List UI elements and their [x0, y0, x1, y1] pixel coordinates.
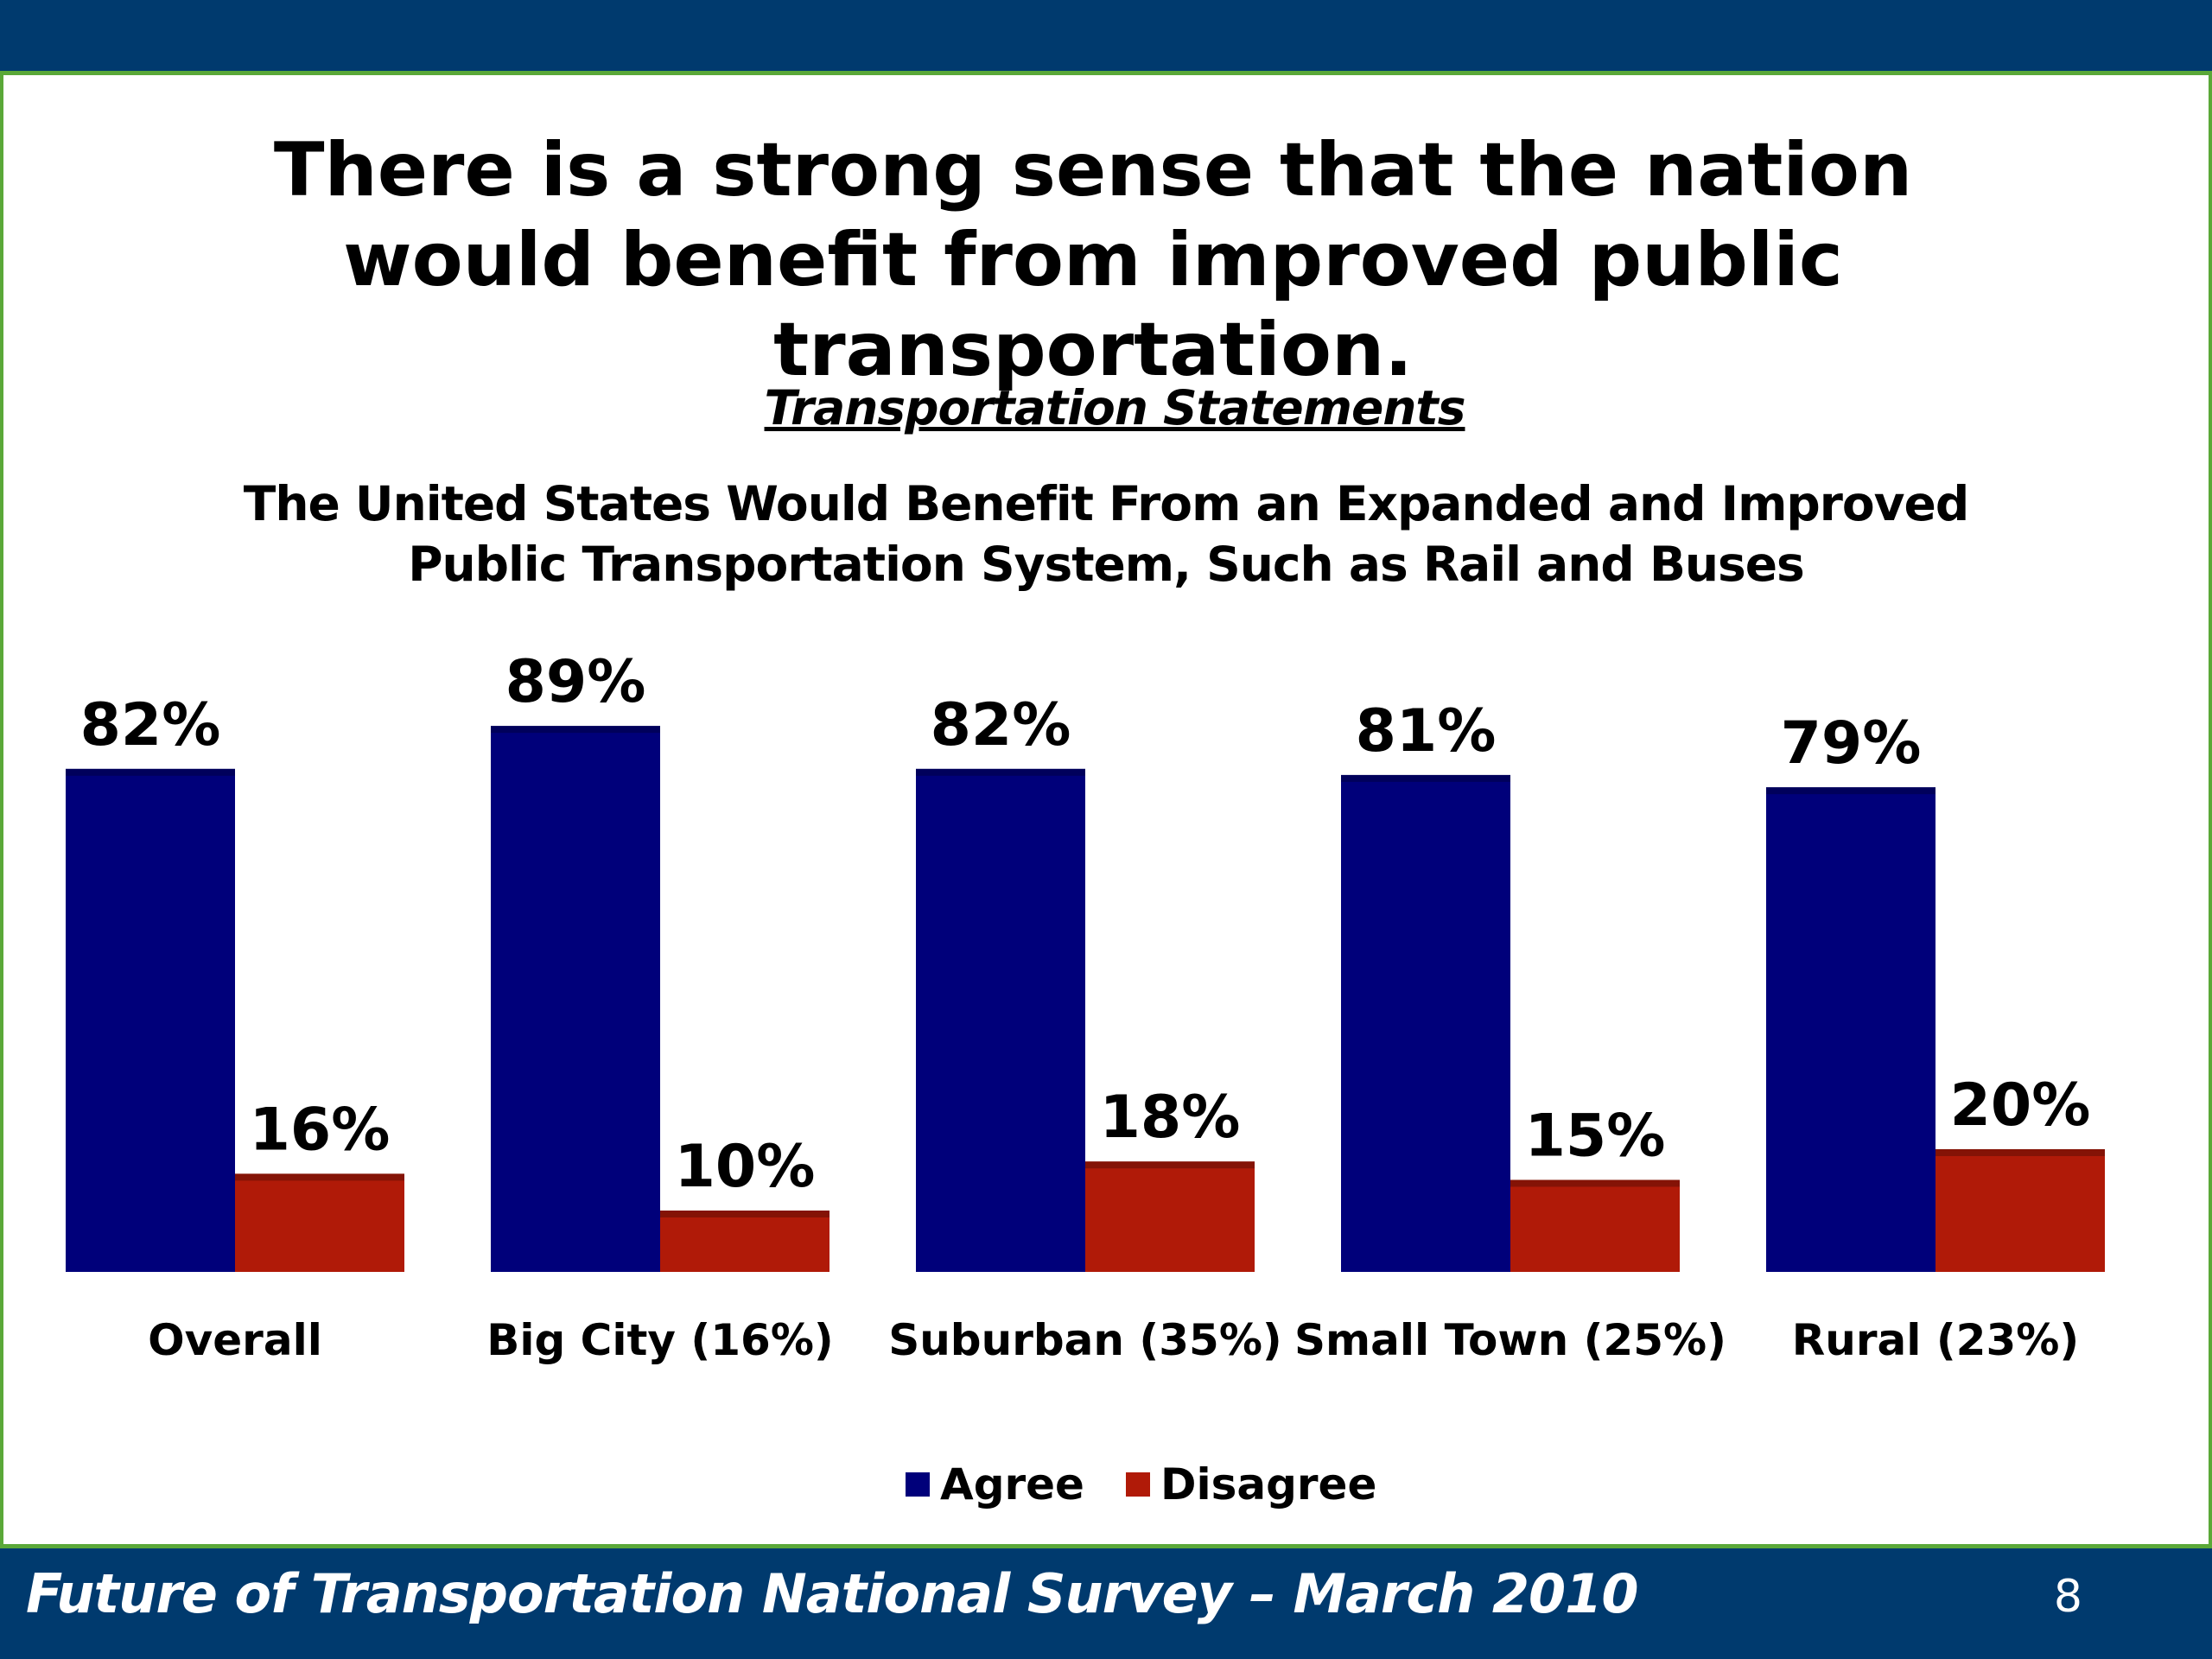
- bar-bevel-agree-0: [66, 768, 235, 776]
- bar-bevel-disagree-4: [1936, 1149, 2105, 1156]
- legend-swatch-agree: [906, 1472, 930, 1497]
- bottom-band: [0, 1548, 2212, 1659]
- category-label-0: Overall: [148, 1315, 322, 1365]
- data-label-disagree-4: 20%: [1950, 1071, 2091, 1140]
- data-label-agree-2: 82%: [931, 691, 1071, 760]
- bar-bevel-agree-3: [1341, 774, 1510, 782]
- top-band: [0, 0, 2212, 71]
- bar-disagree-2: [1085, 1161, 1255, 1272]
- bar-disagree-3: [1510, 1179, 1680, 1272]
- page-number: 8: [2053, 1571, 2082, 1623]
- survey-statement: The United States Would Benefit From an …: [243, 476, 1969, 592]
- category-label-2: Suburban (35%): [888, 1315, 1282, 1365]
- legend-item-disagree: Disagree: [1125, 1459, 1377, 1510]
- bottom-accent-line: [0, 1544, 2212, 1548]
- data-label-disagree-1: 10%: [675, 1133, 816, 1201]
- data-label-disagree-2: 18%: [1100, 1084, 1241, 1152]
- data-label-agree-1: 89%: [505, 648, 646, 716]
- bar-agree-2: [916, 768, 1085, 1272]
- legend-item-agree: Agree: [906, 1459, 1084, 1510]
- bar-agree-4: [1766, 787, 1936, 1272]
- top-accent-line: [0, 71, 2212, 75]
- bar-bevel-agree-1: [491, 726, 660, 734]
- data-label-agree-0: 82%: [80, 691, 221, 760]
- chart-legend: Agree Disagree: [906, 1459, 1402, 1510]
- data-label-disagree-3: 15%: [1525, 1103, 1666, 1171]
- bar-bevel-agree-4: [1766, 787, 1936, 795]
- bar-agree-3: [1341, 774, 1510, 1272]
- bar-agree-0: [66, 768, 235, 1272]
- bar-agree-1: [491, 726, 660, 1272]
- slide-title: There is a strong sense that the nation …: [273, 127, 1913, 393]
- category-label-4: Rural (23%): [1792, 1315, 2079, 1365]
- data-label-agree-4: 79%: [1781, 709, 1922, 778]
- chart-bars: 82% 16% Overall 89% 10% Big City (16%) 82% 18% S…: [66, 648, 2105, 1365]
- frame-right-border: [2209, 75, 2212, 1548]
- legend-swatch-disagree: [1125, 1472, 1150, 1497]
- category-label-3: Small Town (25%): [1294, 1315, 1726, 1365]
- bar-disagree-4: [1936, 1149, 2105, 1272]
- bar-bevel-agree-2: [916, 768, 1085, 776]
- data-label-agree-3: 81%: [1356, 697, 1497, 766]
- bar-bevel-disagree-2: [1085, 1161, 1255, 1169]
- bar-disagree-1: [660, 1211, 830, 1272]
- category-label-1: Big City (16%): [486, 1315, 834, 1365]
- legend-label-agree: Agree: [940, 1459, 1084, 1510]
- bar-disagree-0: [235, 1173, 404, 1272]
- frame-left-border: [0, 75, 3, 1548]
- section-heading: Transportation Statements: [764, 380, 1466, 435]
- legend-label-disagree: Disagree: [1160, 1459, 1377, 1510]
- data-label-disagree-0: 16%: [250, 1096, 391, 1164]
- bar-bevel-disagree-0: [235, 1173, 404, 1181]
- bar-bevel-disagree-3: [1510, 1179, 1680, 1187]
- footer-survey-title: Future of Transportation National Survey…: [26, 1562, 1638, 1625]
- bar-bevel-disagree-1: [660, 1211, 830, 1217]
